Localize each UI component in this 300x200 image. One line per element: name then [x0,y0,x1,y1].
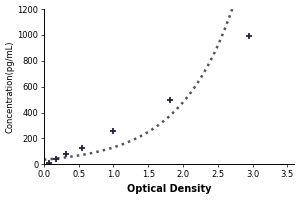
Y-axis label: Concentration(pg/mL): Concentration(pg/mL) [6,40,15,133]
X-axis label: Optical Density: Optical Density [127,184,211,194]
